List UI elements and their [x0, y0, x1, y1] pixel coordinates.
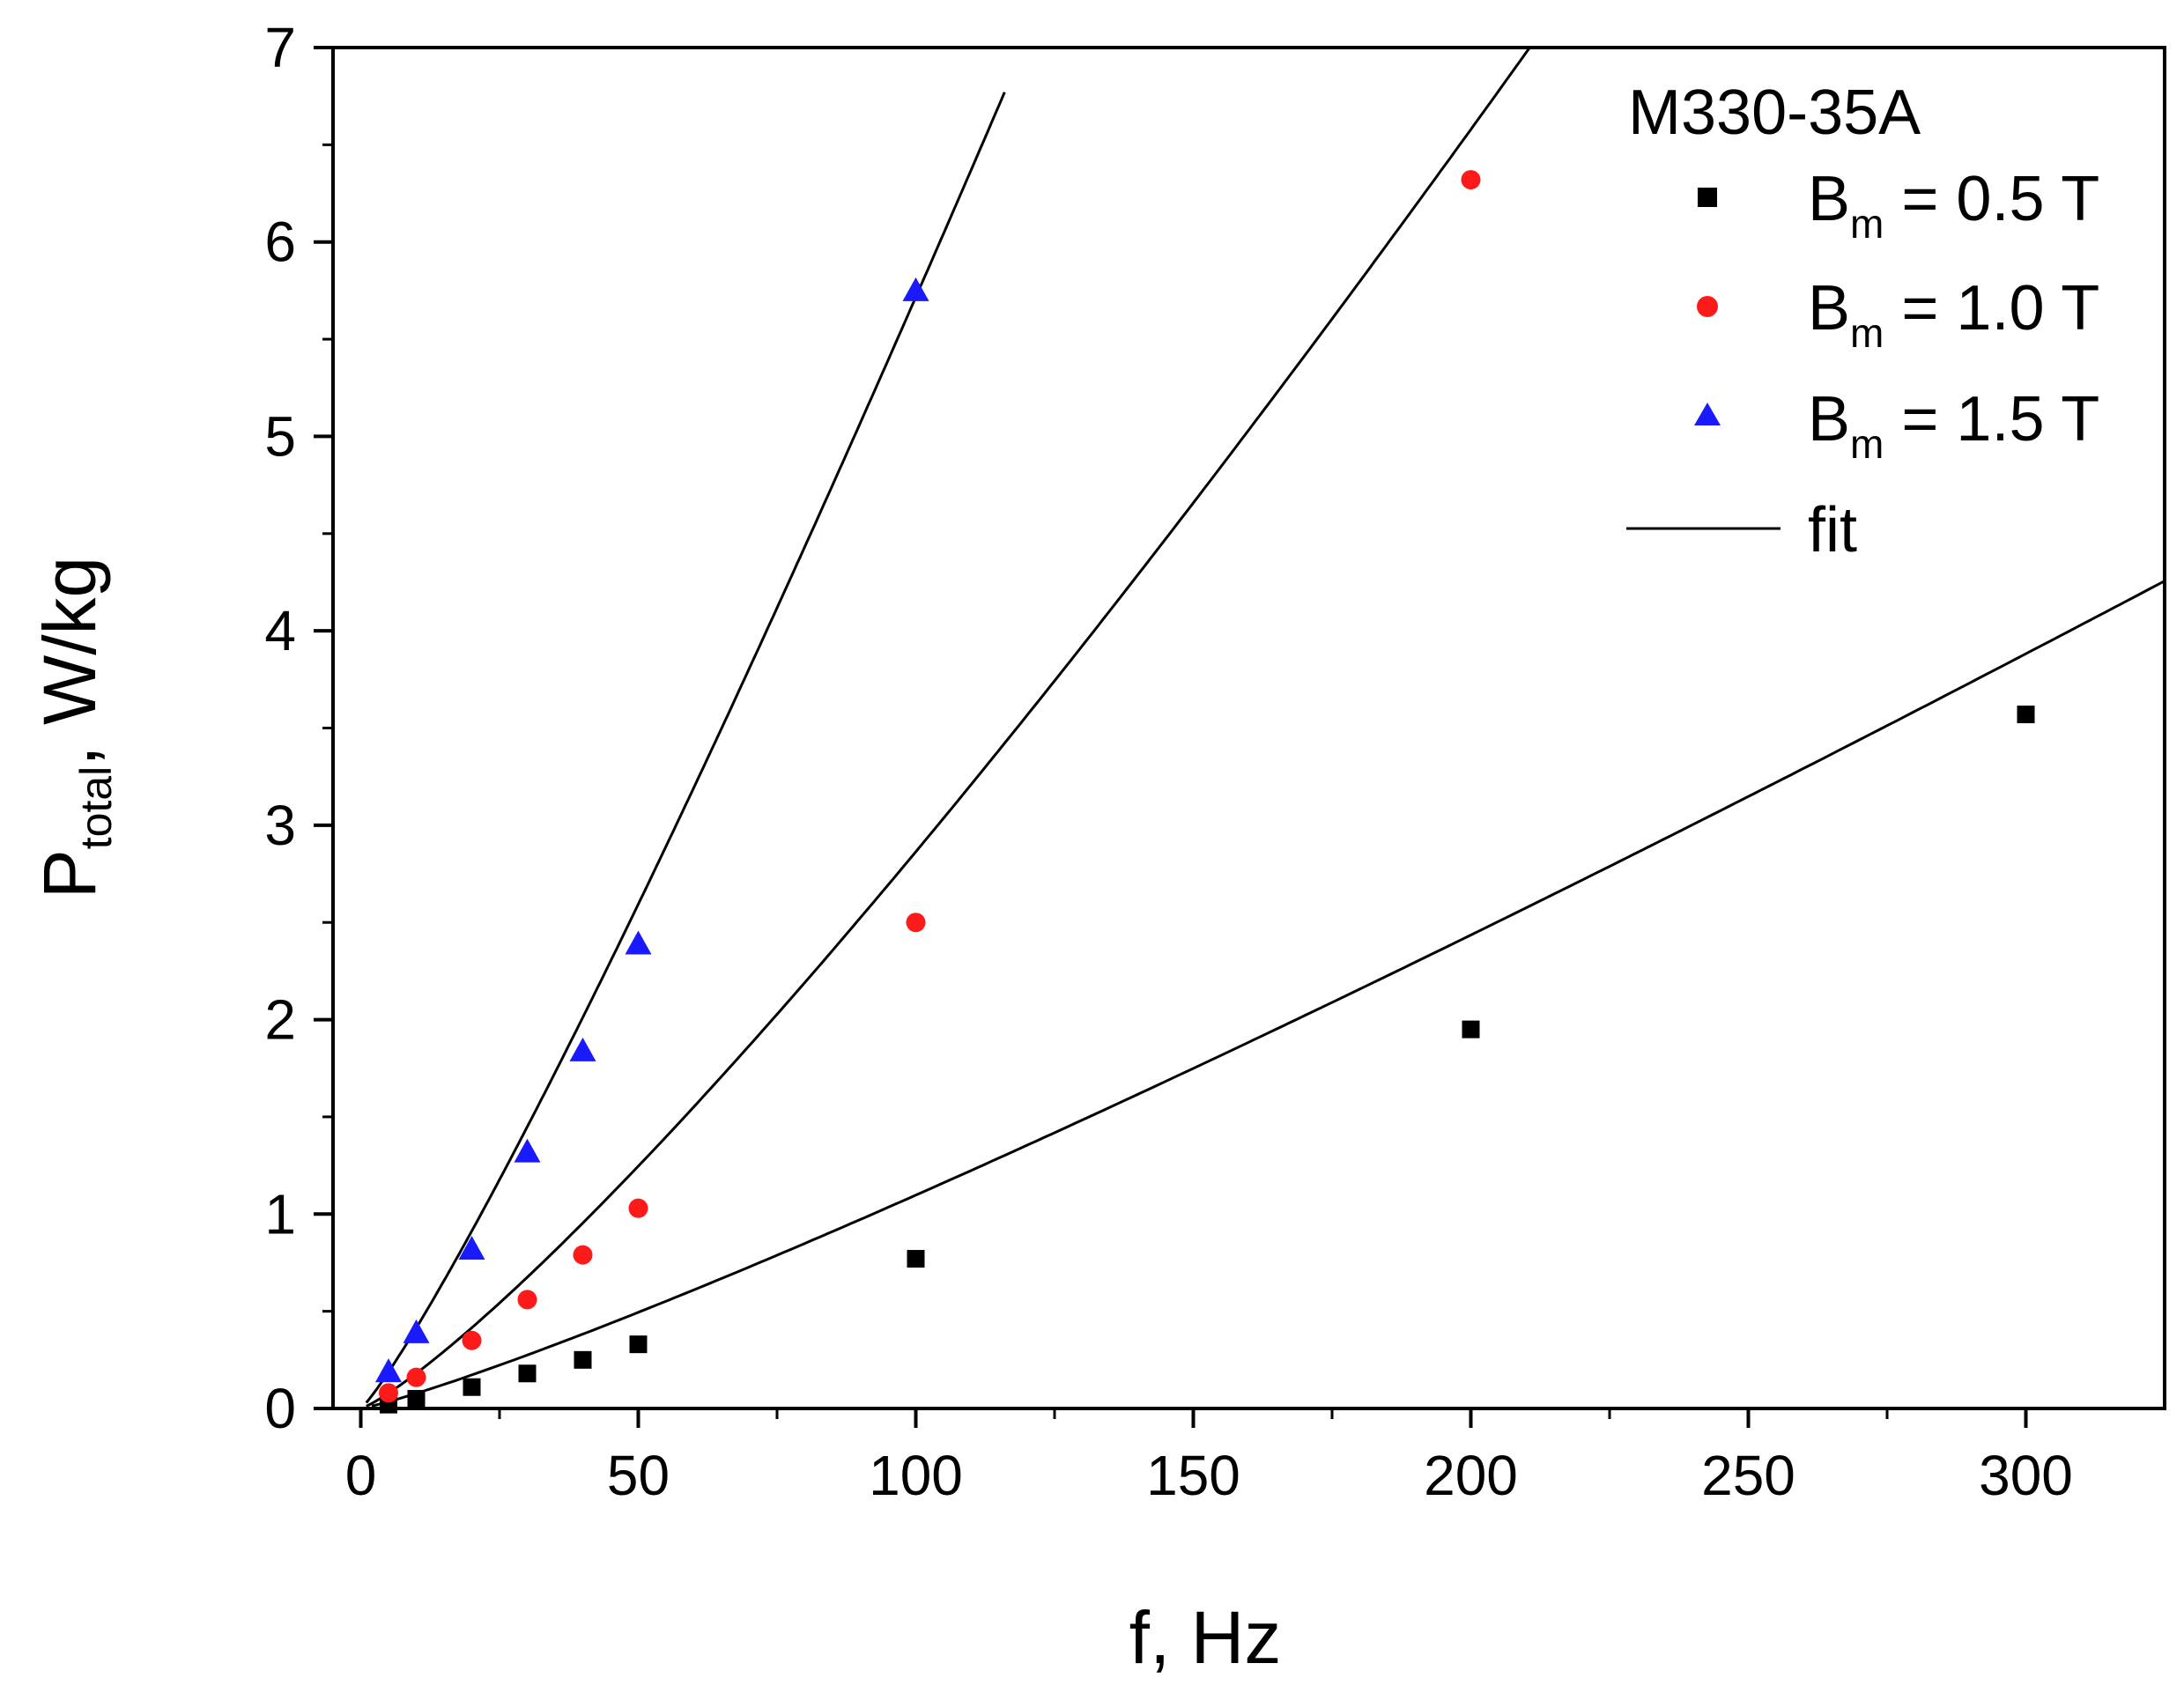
- data-point-s0-4: [574, 1350, 592, 1369]
- legend: M330-35A Bm = 0.5 T Bm = 1.0 T Bm = 1.5 …: [1626, 78, 2099, 566]
- x-tick-label-0: 0: [345, 1444, 377, 1507]
- data-point-s1-1: [406, 1367, 426, 1387]
- y-tick-label-7: 7: [264, 16, 296, 79]
- data-point-s0-2: [463, 1378, 481, 1396]
- fit-curve-1: [366, 48, 1532, 1408]
- fit-curve-2: [365, 92, 1006, 1404]
- legend-label-bm-1-0-main: B: [1808, 273, 1850, 344]
- y-axis-title-sub: total: [71, 766, 121, 850]
- data-point-s2-6: [902, 277, 929, 301]
- data-point-s2-1: [403, 1319, 430, 1343]
- y-axis-title-unit: , W/kg: [28, 557, 111, 766]
- y-tick-label-3: 3: [264, 794, 296, 857]
- legend-title: M330-35A: [1628, 78, 1921, 148]
- legend-label-fit: fit: [1808, 495, 1857, 566]
- data-point-s1-6: [906, 913, 926, 933]
- data-point-s1-3: [517, 1290, 537, 1310]
- data-point-s1-5: [628, 1198, 648, 1218]
- plot-frame: [331, 46, 2166, 1410]
- legend-label-bm-0-5-rest: = 0.5 T: [1884, 164, 2099, 234]
- data-point-s2-0: [375, 1358, 402, 1383]
- x-tick-label-150: 150: [1146, 1444, 1240, 1507]
- legend-marker-bm-1-5: [1694, 403, 1721, 425]
- x-axis-title: f, Hz: [1129, 1596, 1282, 1679]
- data-point-s2-4: [569, 1037, 596, 1061]
- legend-label-bm-0-5-main: B: [1808, 164, 1850, 234]
- x-tick-label-250: 250: [1701, 1444, 1795, 1507]
- legend-label-bm-1-5: Bm = 1.5 T: [1808, 384, 2099, 467]
- data-point-s2-5: [625, 930, 652, 955]
- legend-label-bm-1-0: Bm = 1.0 T: [1808, 273, 2099, 356]
- data-point-s0-1: [407, 1389, 426, 1408]
- legend-label-bm-1-5-sub: m: [1850, 421, 1884, 467]
- data-point-s0-6: [907, 1250, 925, 1268]
- legend-marker-bm-1-0: [1697, 296, 1718, 317]
- x-tick-label-100: 100: [869, 1444, 963, 1507]
- data-point-s0-8: [2017, 706, 2035, 724]
- data-point-s2-3: [514, 1138, 541, 1163]
- data-point-s0-3: [518, 1364, 537, 1383]
- x-tick-label-50: 50: [607, 1444, 670, 1507]
- y-axis-title-group: Ptotal, W/kg: [28, 557, 121, 899]
- x-tick-label-200: 200: [1424, 1444, 1518, 1507]
- legend-label-bm-1-5-main: B: [1808, 384, 1850, 455]
- y-axis-title: Ptotal, W/kg: [28, 557, 121, 899]
- y-axis-title-main: P: [28, 849, 111, 898]
- data-point-s1-7: [1461, 170, 1481, 190]
- y-tick-label-6: 6: [264, 211, 296, 274]
- y-tick-label-2: 2: [264, 988, 296, 1052]
- x-tick-label-300: 300: [1979, 1444, 2073, 1507]
- data-point-s0-7: [1462, 1020, 1480, 1039]
- legend-marker-bm-0-5: [1698, 188, 1717, 207]
- data-point-s1-4: [573, 1245, 593, 1265]
- data-markers: [375, 170, 2035, 1414]
- y-tick-label-5: 5: [264, 404, 296, 468]
- fit-curve-0: [371, 580, 2165, 1408]
- data-point-s2-2: [458, 1236, 485, 1261]
- data-point-s1-2: [462, 1330, 482, 1350]
- legend-label-bm-1-0-rest: = 1.0 T: [1884, 273, 2099, 344]
- legend-label-bm-0-5-sub: m: [1850, 201, 1884, 247]
- fit-curves: [365, 48, 2165, 1408]
- data-point-s0-5: [629, 1335, 648, 1354]
- data-point-s1-0: [379, 1383, 398, 1403]
- y-tick-label-1: 1: [264, 1182, 296, 1246]
- y-tick-label-4: 4: [264, 599, 296, 662]
- axis-ticks: 0 50 100 150 200 250 300 0 1 2 3 4 5 6 7: [264, 16, 2072, 1507]
- legend-label-bm-1-0-sub: m: [1850, 310, 1884, 356]
- legend-label-bm-0-5: Bm = 0.5 T: [1808, 164, 2099, 247]
- legend-label-bm-1-5-rest: = 1.5 T: [1884, 384, 2099, 455]
- y-tick-label-0: 0: [264, 1377, 296, 1440]
